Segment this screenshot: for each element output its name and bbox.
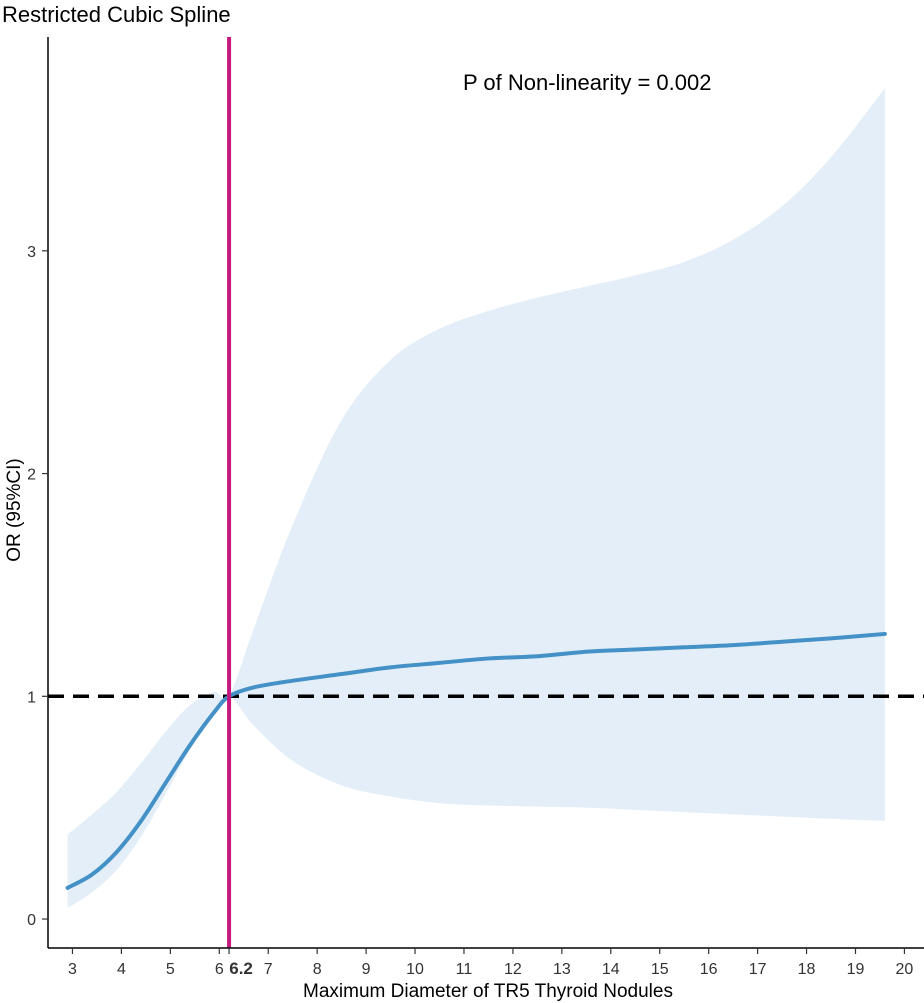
y-axis-label: OR (95%CI) xyxy=(4,458,25,561)
y-tick-label: 2 xyxy=(27,467,36,484)
plot-area xyxy=(48,37,924,948)
chart-title: Restricted Cubic Spline xyxy=(2,2,231,27)
x-tick-label: 15 xyxy=(651,961,669,978)
x-tick-label: 7 xyxy=(264,961,273,978)
x-tick-label: 3 xyxy=(68,961,77,978)
x-tick-label: 13 xyxy=(553,961,571,978)
x-tick-label: 19 xyxy=(847,961,865,978)
x-tick-label-knot: 6.2 xyxy=(229,959,253,978)
x-tick-label: 17 xyxy=(749,961,767,978)
x-tick-label: 16 xyxy=(700,961,718,978)
x-tick-label: 5 xyxy=(166,961,175,978)
x-tick-label: 8 xyxy=(313,961,322,978)
x-tick-label: 14 xyxy=(602,961,620,978)
x-tick-label: 20 xyxy=(896,961,914,978)
spline-curve xyxy=(65,631,887,890)
x-axis-label: Maximum Diameter of TR5 Thyroid Nodules xyxy=(303,981,673,1002)
y-tick-label: 3 xyxy=(27,244,36,261)
x-tick-label: 10 xyxy=(406,961,424,978)
x-tick-label: 6 xyxy=(215,961,224,978)
y-tick-label: 1 xyxy=(27,689,36,706)
x-tick-label: 9 xyxy=(362,961,371,978)
x-tick-label: 11 xyxy=(456,961,473,978)
nonlinearity-annotation: P of Non-linearity = 0.002 xyxy=(463,70,711,95)
x-tick-label: 4 xyxy=(117,961,126,978)
ci-band xyxy=(67,88,885,908)
x-tick-label: 12 xyxy=(504,961,522,978)
y-tick-label: 0 xyxy=(27,912,36,929)
x-tick-label: 18 xyxy=(798,961,816,978)
